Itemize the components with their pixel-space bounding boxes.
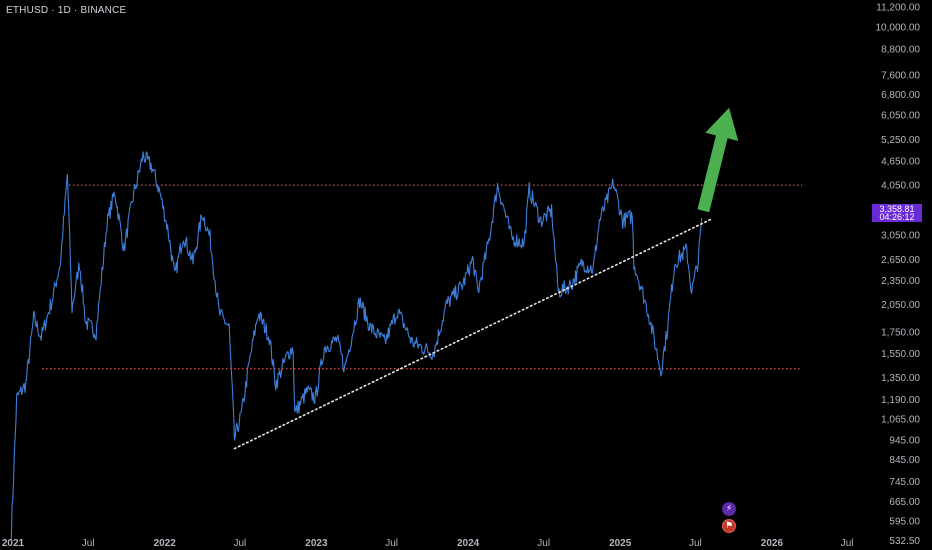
time-tick-label: 2022 (154, 538, 177, 549)
time-tick-label: Jul (385, 538, 398, 549)
bar-countdown: 04:26:12 (879, 212, 915, 222)
time-tick-label: Jul (841, 538, 854, 549)
time-tick-label: 2023 (305, 538, 328, 549)
price-tick-label: 1,065.00 (881, 415, 920, 426)
time-tick-label: Jul (234, 538, 247, 549)
trendline (233, 217, 714, 450)
price-tick-label: 1,550.00 (881, 349, 920, 360)
time-tick-label: 2024 (457, 538, 480, 549)
price-tick-label: 2,050.00 (881, 300, 920, 311)
target-arrow (697, 107, 739, 213)
price-tick-label: 6,800.00 (881, 90, 920, 101)
time-tick-label: Jul (537, 538, 550, 549)
events-markers: ⚡ ⚑ (717, 502, 739, 536)
price-tick-label: 532.50 (889, 536, 920, 547)
price-tick-label: 1,190.00 (881, 395, 920, 406)
price-tick-label: 3,050.00 (881, 230, 920, 241)
price-tick-label: 8,800.00 (881, 45, 920, 56)
current-price-label: 3,358.81 (879, 204, 915, 214)
lightning-icon[interactable]: ⚡ (722, 502, 736, 516)
symbol-title: ETHUSD · 1D · BINANCE (6, 5, 127, 16)
price-tick-label: 945.00 (889, 436, 920, 447)
price-tick-label: 5,250.00 (881, 135, 920, 146)
price-tick-label: 665.00 (889, 497, 920, 508)
horizontal-levels (42, 184, 802, 370)
price-tick-label: 595.00 (889, 517, 920, 528)
price-line (10, 151, 703, 540)
time-tick-label: 2025 (609, 538, 632, 549)
time-tick-label: Jul (689, 538, 702, 549)
price-tick-label: 745.00 (889, 477, 920, 488)
price-series (10, 151, 703, 540)
price-tick-label: 6,050.00 (881, 110, 920, 121)
time-tick-label: Jul (82, 538, 95, 549)
price-tick-label: 1,750.00 (881, 328, 920, 339)
price-tick-label: 845.00 (889, 455, 920, 466)
time-tick-label: 2021 (2, 538, 25, 549)
price-tick-label: 4,050.00 (881, 181, 920, 192)
us-flag-icon[interactable]: ⚑ (722, 519, 736, 533)
price-tick-label: 2,350.00 (881, 276, 920, 287)
price-tick-label: 2,650.00 (881, 255, 920, 266)
price-tick-label: 10,000.00 (876, 22, 921, 33)
time-axis: 2021 Jul 2022 Jul 2023 Jul 2024 Jul 2025 Jul 2026 J… (2, 538, 854, 549)
current-price-tag: 3,358.81 04:26:12 (872, 204, 922, 222)
time-tick-label: 2026 (761, 538, 784, 549)
price-tick-label: 1,350.00 (881, 373, 920, 384)
ascending-trendline (233, 217, 714, 450)
price-tick-label: 7,600.00 (881, 70, 920, 81)
price-tick-label: 11,200.00 (876, 3, 920, 14)
price-axis: 11,200.00 10,000.00 8,800.00 7,600.00 6,800.… (876, 3, 921, 548)
price-tick-label: 4,650.00 (881, 157, 920, 168)
projection-arrow (697, 107, 739, 213)
